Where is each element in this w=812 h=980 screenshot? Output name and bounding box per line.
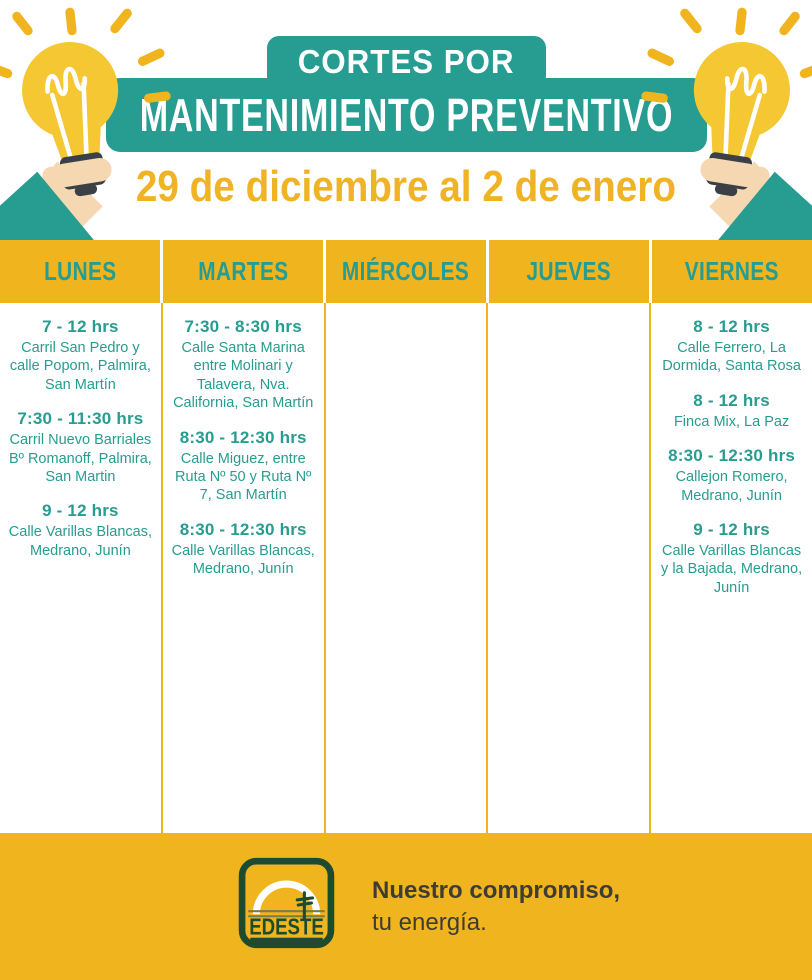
day-label: VIERNES xyxy=(684,256,780,286)
entry-time: 7:30 - 8:30 hrs xyxy=(184,317,302,336)
entry-location: Calle Varillas Blancas y la Bajada, Medr… xyxy=(661,543,803,596)
title-banner-bottom: MANTENIMIENTO PREVENTIVO xyxy=(106,78,707,152)
entry-location: Carril San Pedro y calle Popom, Palmira,… xyxy=(9,340,151,393)
date-range: 29 de diciembre al 2 de enero xyxy=(135,162,677,211)
day-header-4: JUEVES xyxy=(489,240,652,303)
entry-location: Calle Varillas Blancas, Medrano, Junín xyxy=(8,524,152,559)
logo-utility-pole xyxy=(295,891,315,920)
entry-location: Calle Miguez, entre Ruta Nº 50 y Ruta Nº… xyxy=(175,450,312,504)
logo-sun-arch xyxy=(252,880,321,915)
day-column-5: 8 - 12 hrs Calle Ferrero, La Dormida, San… xyxy=(651,303,812,833)
entry-time: 8:30 - 12:30 hrs xyxy=(179,427,307,447)
day-column-1: 7 - 12 hrs Carril San Pedro y calle Popom… xyxy=(0,303,163,833)
day-header-5: VIERNES xyxy=(652,240,812,303)
entry-location: Finca Mix, La Paz xyxy=(673,413,790,430)
entry-location: Carril Nuevo Barriales Bº Romanoff, Palm… xyxy=(8,432,152,486)
entry-time: 7 - 12 hrs xyxy=(42,317,119,336)
bulb-tip xyxy=(714,183,738,197)
holding-hand xyxy=(700,157,760,188)
day-label: MIÉRCOLES xyxy=(342,256,470,286)
schedule-entry: 8:30 - 12:30 hrs Calle Miguez, entre Ruta… xyxy=(169,428,318,505)
day-header-1: LUNES xyxy=(0,240,163,303)
logo-underline-bar xyxy=(250,937,323,944)
slogan-line1: Nuestro compromiso, xyxy=(372,877,621,904)
day-label: LUNES xyxy=(43,256,117,286)
schedule-entry: 7:30 - 8:30 hrs Calle Santa Marina entre … xyxy=(169,317,318,413)
entry-location: Calle Varillas Blancas, Medrano, Junín xyxy=(171,542,315,578)
schedule-entry: 8:30 - 12:30 hrs Callejon Romero, Medrano… xyxy=(657,446,806,505)
slogan: Nuestro compromiso, tu energía. xyxy=(372,875,620,939)
day-label: MARTES xyxy=(197,256,289,286)
entry-time: 9 - 12 hrs xyxy=(693,520,770,540)
entry-time: 8:30 - 12:30 hrs xyxy=(179,519,307,539)
entry-time: 8 - 12 hrs xyxy=(693,317,770,336)
schedule-entry: 8 - 12 hrs Calle Ferrero, La Dormida, San… xyxy=(657,317,806,376)
day-label: JUEVES xyxy=(526,256,612,286)
header: CORTES POR MANTENIMIENTO PREVENTIVO 29 d… xyxy=(0,0,812,276)
holding-hand xyxy=(52,157,112,188)
schedule-entry: 9 - 12 hrs Calle Varillas Blancas y la Ba… xyxy=(657,520,806,597)
entry-time: 7:30 - 11:30 hrs xyxy=(17,409,144,429)
table-header-row: LUNES MARTES MIÉRCOLES JUEVES VIERNES xyxy=(0,240,812,303)
entry-time: 8:30 - 12:30 hrs xyxy=(668,446,796,466)
bulb-filament xyxy=(723,66,767,159)
lightbulb-illustration-right xyxy=(641,7,812,276)
day-column-2: 7:30 - 8:30 hrs Calle Santa Marina entre … xyxy=(163,303,326,833)
entry-location: Callejon Romero, Medrano, Junín xyxy=(675,469,788,504)
title-line1: CORTES POR xyxy=(298,43,515,80)
schedule-entry: 7:30 - 11:30 hrs Carril Nuevo Barriales B… xyxy=(6,409,155,486)
schedule-table: LUNES MARTES MIÉRCOLES JUEVES VIERNES 7 - 12… xyxy=(0,240,812,833)
title-line2: MANTENIMIENTO PREVENTIVO xyxy=(139,89,674,141)
bulb-rays xyxy=(641,7,812,103)
logo-wire-lines xyxy=(248,910,325,918)
day-column-3 xyxy=(326,303,489,833)
schedule-entry: 9 - 12 hrs Calle Varillas Blancas, Medran… xyxy=(6,501,155,560)
lightbulb-illustration-left xyxy=(0,7,171,276)
day-column-4 xyxy=(488,303,652,833)
logo-text: EDESTE xyxy=(249,914,324,940)
footer: EDESTE Nuestro compromiso, tu energía. xyxy=(0,833,812,980)
bulb-glass xyxy=(693,42,790,139)
day-header-2: MARTES xyxy=(163,240,326,303)
bulb-tip xyxy=(74,183,98,197)
bulb-rays xyxy=(0,7,171,103)
schedule-entry: 8:30 - 12:30 hrs Calle Varillas Blancas, … xyxy=(169,520,318,579)
entry-location: Calle Santa Marina entre Molinari y Tala… xyxy=(173,340,314,412)
bulb-glass xyxy=(22,42,119,139)
bulb-filament xyxy=(45,66,89,159)
entry-location: Calle Ferrero, La Dormida, Santa Rosa xyxy=(662,340,801,375)
entry-time: 9 - 12 hrs xyxy=(42,501,119,521)
entry-time: 8 - 12 hrs xyxy=(693,390,770,410)
day-header-3: MIÉRCOLES xyxy=(326,240,489,303)
table-body-row: 7 - 12 hrs Carril San Pedro y calle Popom… xyxy=(0,303,812,833)
edeste-logo: EDESTE xyxy=(238,857,335,949)
slogan-line2: tu energía. xyxy=(372,908,487,936)
schedule-entry: 8 - 12 hrs Finca Mix, La Paz xyxy=(657,391,806,431)
schedule-entry: 7 - 12 hrs Carril San Pedro y calle Popom… xyxy=(6,317,155,394)
